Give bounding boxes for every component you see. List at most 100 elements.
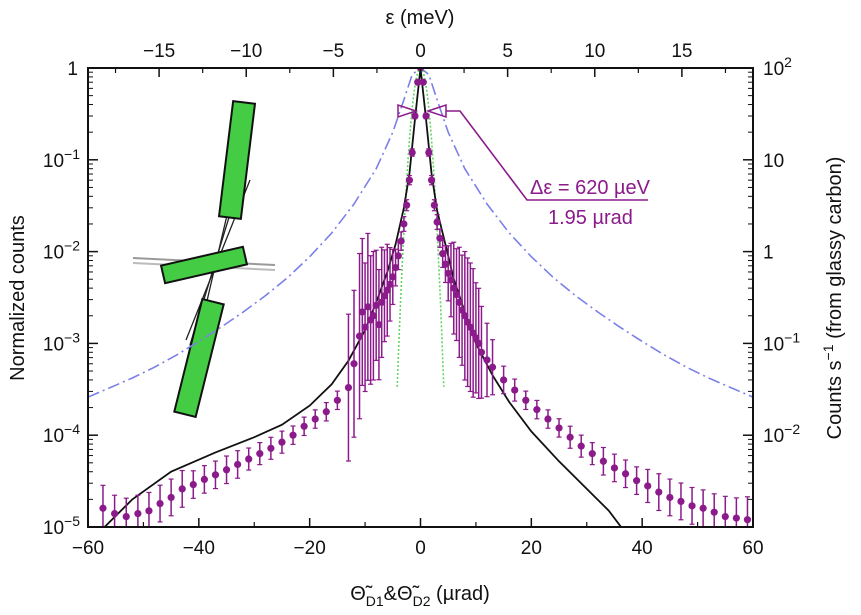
data-point-40 bbox=[400, 220, 408, 228]
data-point-11 bbox=[222, 466, 231, 474]
crystal-bottom bbox=[173, 297, 225, 419]
data-point-48 bbox=[422, 112, 430, 120]
crystal-top bbox=[217, 99, 257, 221]
data-point-92 bbox=[732, 514, 740, 522]
ticks-layer: −60 −40 −20 0 20 40 60 −15 −10 −5 0 5 10 15 1 10−1 10−2 1… bbox=[43, 41, 800, 559]
data-point-33 bbox=[380, 292, 389, 300]
data-point-66 bbox=[472, 334, 480, 342]
data-point-91 bbox=[721, 512, 729, 521]
data-point-56 bbox=[444, 269, 452, 277]
data-point-77 bbox=[566, 433, 574, 441]
data-point-52 bbox=[433, 218, 441, 226]
dash-dot-model-curve bbox=[88, 68, 753, 398]
data-point-93 bbox=[743, 516, 752, 524]
x-tick-label-6: 60 bbox=[742, 538, 763, 559]
bottom-axis-title: Θ̃D1&Θ̃D2 (µrad) bbox=[350, 583, 490, 609]
x2-tick-label-6: 15 bbox=[671, 41, 692, 62]
data-point-27 bbox=[364, 303, 372, 311]
data-point-14 bbox=[256, 450, 264, 458]
data-point-34 bbox=[383, 286, 391, 294]
data-point-41 bbox=[403, 201, 411, 209]
data-point-21 bbox=[333, 396, 341, 404]
data-point-10 bbox=[211, 471, 220, 479]
data-point-6 bbox=[167, 493, 175, 502]
data-point-20 bbox=[322, 408, 330, 416]
data-point-68 bbox=[477, 348, 486, 356]
data-point-19 bbox=[311, 415, 319, 423]
x-tick-label-5: 40 bbox=[632, 538, 653, 559]
data-point-7 bbox=[178, 485, 186, 493]
data-point-39 bbox=[397, 237, 405, 245]
data-point-38 bbox=[394, 252, 402, 260]
data-point-73 bbox=[522, 396, 530, 404]
data-point-32 bbox=[378, 298, 386, 306]
data-point-74 bbox=[533, 406, 541, 414]
x-tick-label-2: −20 bbox=[294, 538, 326, 559]
data-point-31 bbox=[375, 321, 383, 329]
data-point-88 bbox=[688, 502, 696, 510]
data-point-4 bbox=[145, 507, 153, 515]
data-point-5 bbox=[156, 499, 164, 508]
linewidth-annotation: Δε = 620 µeV 1.95 µrad bbox=[397, 103, 651, 229]
data-point-61 bbox=[458, 306, 466, 314]
right-axis-title-tail: (from glassy carbon) bbox=[824, 157, 846, 345]
data-point-62 bbox=[461, 312, 469, 320]
data-point-51 bbox=[430, 201, 438, 209]
right-axis-title-main: Counts s bbox=[824, 360, 846, 439]
data-point-57 bbox=[447, 276, 455, 284]
data-point-71 bbox=[500, 376, 508, 384]
x-tick-label-4: 20 bbox=[521, 538, 542, 559]
data-point-45 bbox=[414, 78, 422, 86]
x2-tick-label-5: 10 bbox=[584, 41, 605, 62]
crystal-middle bbox=[159, 245, 249, 285]
y2-tick-label-1: 10 bbox=[763, 151, 784, 172]
data-point-75 bbox=[544, 415, 552, 423]
y2-tick-label-4: 10−2 bbox=[763, 421, 800, 447]
data-point-12 bbox=[234, 460, 242, 469]
data-point-76 bbox=[555, 424, 563, 432]
bottom-axis-unit: (µrad) bbox=[430, 583, 489, 605]
data-point-13 bbox=[245, 455, 253, 463]
x2-tick-label-2: −5 bbox=[323, 41, 345, 62]
data-point-83 bbox=[633, 477, 641, 485]
resolution-gaussian-curve bbox=[396, 68, 445, 387]
data-point-15 bbox=[267, 444, 275, 452]
data-point-16 bbox=[278, 438, 286, 446]
data-point-60 bbox=[455, 298, 463, 306]
x2-tick-label-0: −15 bbox=[143, 41, 175, 62]
data-point-89 bbox=[699, 504, 707, 512]
data-point-42 bbox=[405, 176, 414, 184]
data-point-30 bbox=[372, 301, 380, 309]
bottom-axis-sub-2: D2 bbox=[413, 593, 431, 609]
right-axis-title-exp: −1 bbox=[820, 344, 836, 360]
right-axis-title: Counts s−1 (from glassy carbon) bbox=[820, 157, 846, 440]
y2-tick-label-2: 1 bbox=[763, 243, 774, 264]
data-point-44 bbox=[411, 112, 419, 120]
x-tick-label-3: 0 bbox=[415, 538, 426, 559]
data-point-81 bbox=[610, 464, 619, 472]
bottom-axis-sub-1: D1 bbox=[366, 593, 384, 609]
data-point-82 bbox=[621, 470, 630, 478]
data-point-24 bbox=[355, 332, 364, 340]
data-point-29 bbox=[369, 312, 377, 320]
data-point-54 bbox=[439, 250, 447, 258]
series-layer bbox=[88, 68, 753, 527]
x-tick-label-0: −60 bbox=[72, 538, 104, 559]
y-tick-label-0: 1 bbox=[67, 59, 78, 80]
data-point-87 bbox=[677, 497, 685, 506]
data-point-58 bbox=[450, 284, 458, 292]
data-point-26 bbox=[361, 323, 369, 331]
data-point-9 bbox=[200, 475, 208, 484]
annotation-angular-width: 1.95 µrad bbox=[548, 207, 633, 229]
data-point-59 bbox=[452, 291, 461, 299]
x2-tick-label-3: 0 bbox=[415, 41, 426, 62]
data-point-36 bbox=[389, 273, 397, 281]
x-tick-label-1: −40 bbox=[183, 538, 215, 559]
data-point-18 bbox=[300, 422, 308, 430]
data-point-3 bbox=[134, 509, 142, 518]
bottom-axis-amp: & bbox=[384, 583, 398, 605]
data-point-67 bbox=[475, 339, 483, 347]
data-point-43 bbox=[408, 148, 416, 157]
y-tick-label-3: 10−3 bbox=[43, 329, 80, 355]
